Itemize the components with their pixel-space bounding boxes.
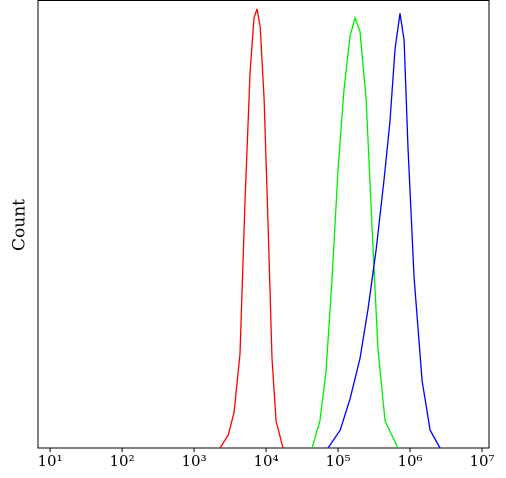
plot-frame xyxy=(37,0,490,449)
x-tick-label: 10² xyxy=(109,452,134,470)
x-tick-label: 10⁶ xyxy=(397,452,422,470)
series-line xyxy=(327,13,441,449)
x-tick-label: 10⁵ xyxy=(325,452,350,470)
x-tick-label: 10³ xyxy=(181,452,206,470)
x-tick-label: 10⁷ xyxy=(469,452,494,470)
series-line xyxy=(311,15,399,449)
x-tick-label: 10¹ xyxy=(38,452,63,470)
x-tick-label: 10⁴ xyxy=(253,452,278,470)
y-axis-label: Count xyxy=(10,199,30,251)
series-line xyxy=(219,8,284,449)
